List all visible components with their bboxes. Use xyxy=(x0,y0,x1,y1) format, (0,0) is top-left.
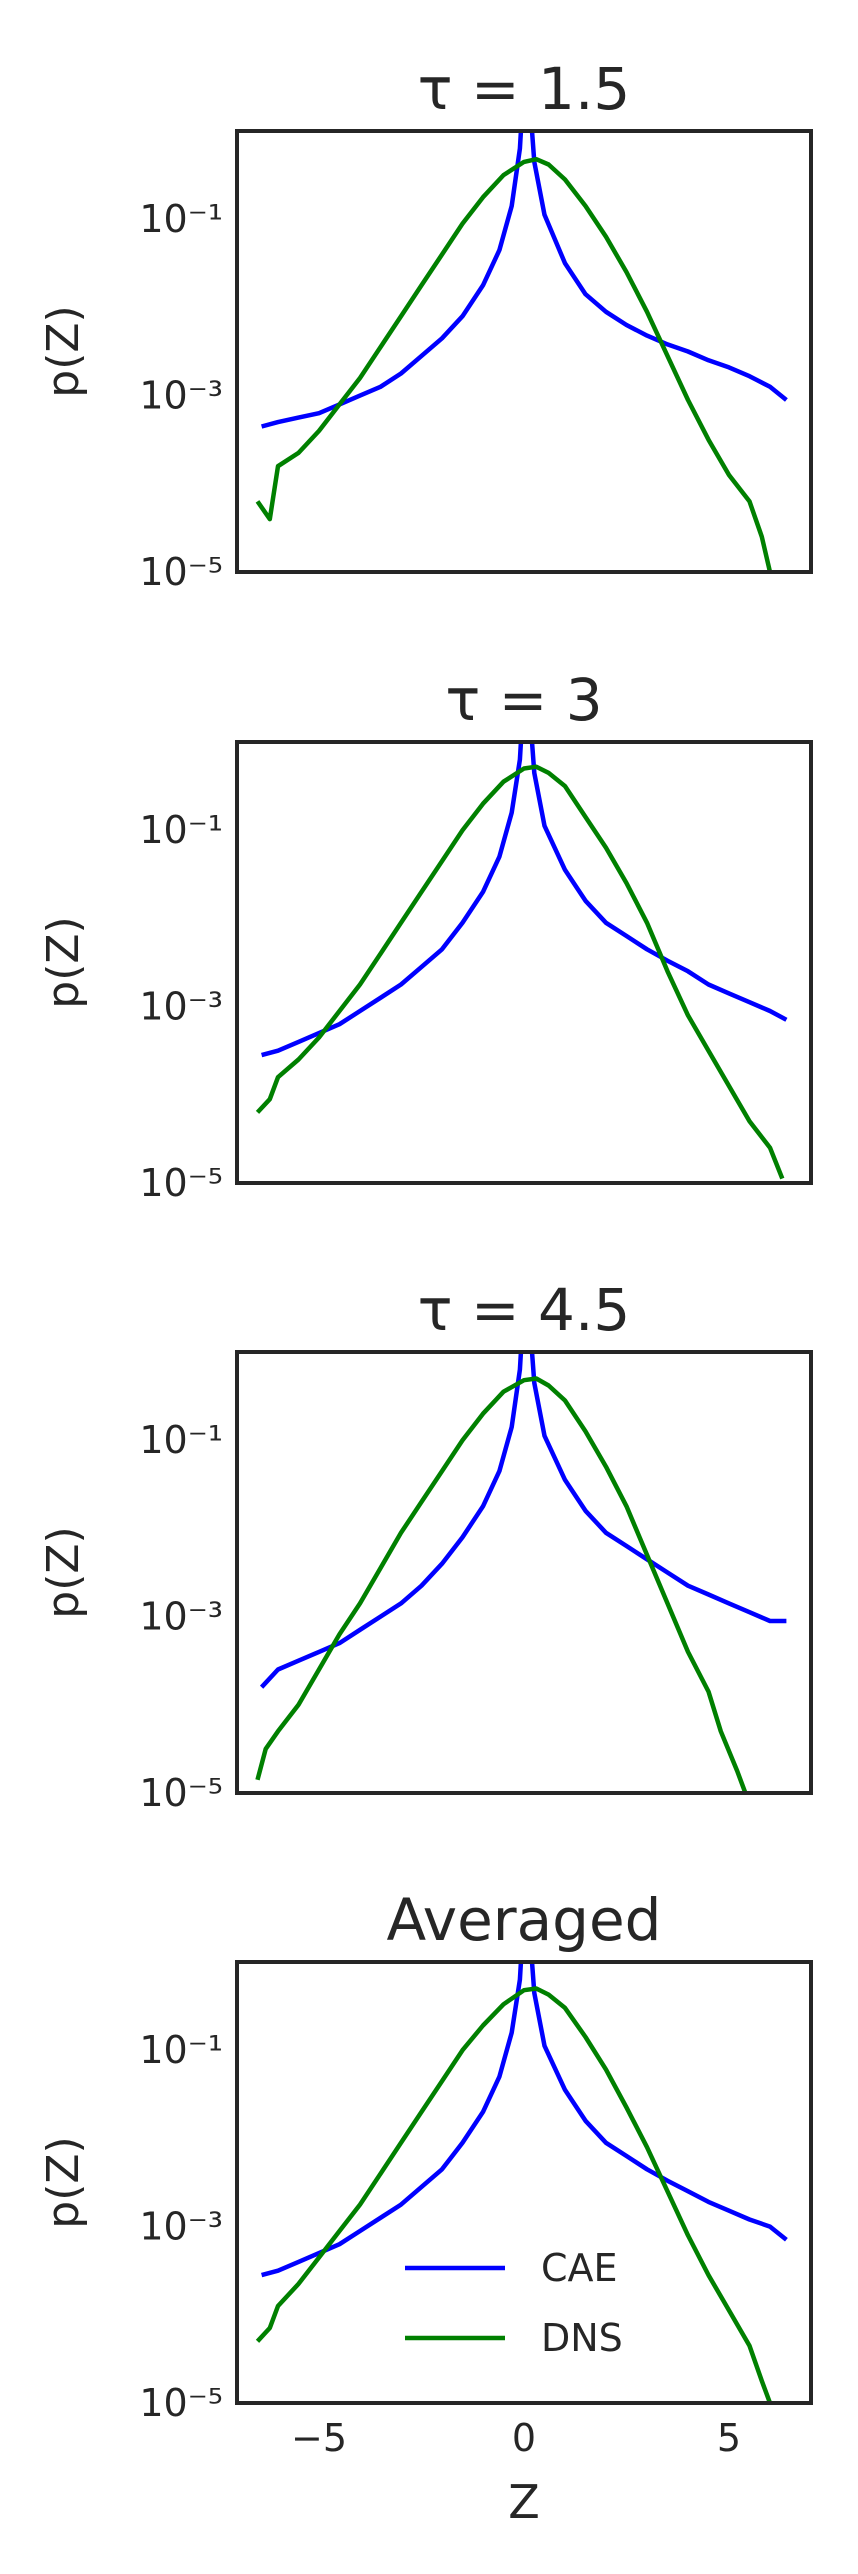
y-tick-label: 10⁻⁵ xyxy=(139,2381,223,2425)
y-tick-label: 10⁻³ xyxy=(139,1595,223,1639)
panel-4: Averaged 10⁻¹ 10⁻³ 10⁻⁵ p(Z) −5 0 5 Z CAE DNS xyxy=(38,1886,813,2529)
y-tick-label: 10⁻⁵ xyxy=(139,1771,223,1815)
y-tick-label: 10⁻¹ xyxy=(139,2028,223,2072)
x-tick-label: −5 xyxy=(291,2416,347,2460)
axes-frame xyxy=(235,740,813,1185)
panel-1: τ = 1.5 10⁻¹ 10⁻³ 10⁻⁵ p(Z) xyxy=(38,55,813,594)
y-axis-label: p(Z) xyxy=(38,1526,89,1618)
y-tick-label: 10⁻⁵ xyxy=(139,550,223,594)
y-tick-label: 10⁻³ xyxy=(139,985,223,1029)
series-line-cae xyxy=(261,131,788,429)
panel-title: τ = 4.5 xyxy=(418,1276,631,1344)
series-line-cae xyxy=(261,1962,788,2278)
axes-frame xyxy=(235,1350,813,1795)
panel-title: Averaged xyxy=(387,1886,662,1954)
panel-3: τ = 4.5 10⁻¹ 10⁻³ 10⁻⁵ p(Z) xyxy=(38,1276,813,1815)
legend: CAE DNS xyxy=(405,2246,623,2360)
x-axis-label: Z xyxy=(508,2475,540,2529)
y-tick-label: 10⁻¹ xyxy=(139,808,223,852)
panel-title: τ = 1.5 xyxy=(418,55,631,123)
series-line-cae xyxy=(259,1352,787,1689)
y-tick-label: 10⁻¹ xyxy=(139,197,223,241)
series-line-dns xyxy=(255,1986,773,2403)
y-axis-label: p(Z) xyxy=(38,916,89,1008)
series-line-cae xyxy=(261,742,788,1058)
y-tick-label: 10⁻³ xyxy=(139,374,223,418)
panel-2: τ = 3 10⁻¹ 10⁻³ 10⁻⁵ p(Z) xyxy=(38,666,813,1205)
y-tick-label: 10⁻¹ xyxy=(139,1418,223,1462)
axes-frame xyxy=(235,129,813,574)
series-line-dns xyxy=(255,764,785,1180)
legend-label-cae: CAE xyxy=(541,2246,618,2290)
y-tick-label: 10⁻⁵ xyxy=(139,1161,223,1205)
y-axis-label: p(Z) xyxy=(38,305,89,397)
x-tick-label: 5 xyxy=(717,2416,741,2460)
x-tick-label: 0 xyxy=(512,2416,536,2460)
series-line-dns xyxy=(255,1376,748,1793)
panel-title: τ = 3 xyxy=(445,666,602,734)
y-axis-label: p(Z) xyxy=(38,2136,89,2228)
y-tick-label: 10⁻³ xyxy=(139,2205,223,2249)
series-line-dns xyxy=(255,156,773,572)
axes-frame xyxy=(235,1960,813,2405)
legend-label-dns: DNS xyxy=(541,2316,623,2360)
